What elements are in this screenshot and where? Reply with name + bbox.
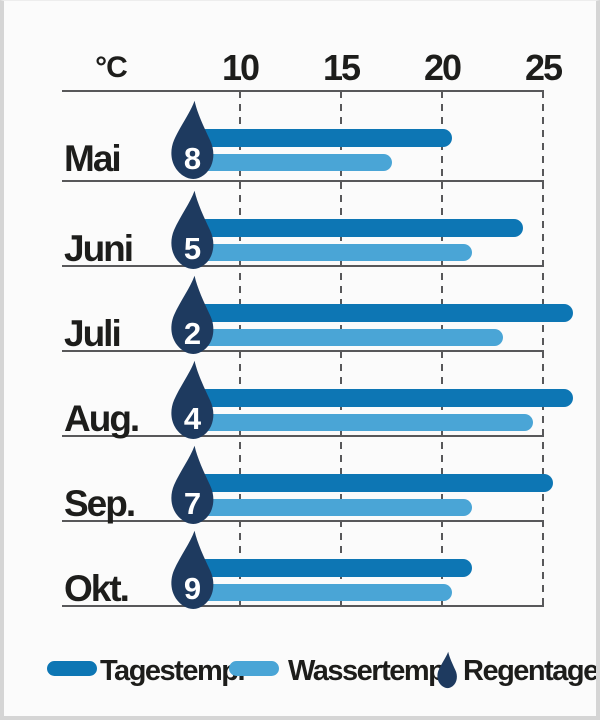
droplet-icon [171,360,214,439]
row-separator [62,435,544,437]
month-label: Mai [64,138,122,179]
rain-days-droplet: 4 [161,359,223,441]
rain-days-count: 2 [183,316,201,351]
row-separator [62,265,544,267]
day-temp-bar [194,219,523,237]
day-temp-bar [194,129,453,147]
row-separator [62,605,544,607]
row-separator [62,180,544,182]
legend-rain-days-label: Regentage [463,655,598,687]
row-separator [62,520,544,522]
month-label: Aug. [64,398,140,439]
rain-days-count: 5 [183,231,201,266]
day-temp-bar [194,304,574,322]
gridline [340,91,342,608]
gridline [441,91,443,608]
gridline [239,91,241,608]
gridline [542,91,544,608]
legend-day-temp-swatch [47,661,97,676]
water-temp-bar [194,154,392,171]
rain-days-count: 4 [183,401,201,436]
row-separator [62,350,544,352]
water-temp-bar [194,414,533,431]
rain-days-droplet: 7 [161,444,223,526]
droplet-icon [171,190,214,269]
day-temp-bar [194,389,574,407]
rain-days-count: 7 [183,486,201,521]
axis-unit-label: °C [95,51,128,84]
month-label: Juni [64,228,134,269]
legend-rain-days-swatch [435,651,459,689]
droplet-icon [171,445,214,524]
row-separator [62,90,544,92]
droplet-icon [171,275,214,354]
axis-tick-label: 20 [423,47,462,88]
month-label: Okt. [64,568,130,609]
rain-days-count: 8 [183,141,201,176]
axis-tick-label: 10 [221,47,260,88]
rain-days-droplet: 9 [161,529,223,611]
rain-days-droplet: 8 [161,99,223,181]
month-label: Juli [64,313,122,354]
legend-water-temp-swatch [229,661,279,676]
day-temp-bar [194,559,473,577]
droplet-icon [171,530,214,609]
droplet-icon [171,100,214,179]
day-temp-bar [194,474,554,492]
legend-water-temp-label: Wassertemp. [288,655,452,687]
legend-droplet-icon [437,651,457,689]
water-temp-bar [194,499,473,516]
water-temp-bar [194,584,453,601]
month-label: Sep. [64,483,136,524]
rain-days-count: 9 [183,571,201,606]
water-temp-bar [194,329,503,346]
axis-tick-label: 25 [524,47,563,88]
legend-day-temp-label: Tagestemp. [100,655,246,687]
axis-tick-label: 15 [322,47,361,88]
water-temp-bar [194,244,473,261]
rain-days-droplet: 5 [161,189,223,271]
rain-days-droplet: 2 [161,274,223,356]
